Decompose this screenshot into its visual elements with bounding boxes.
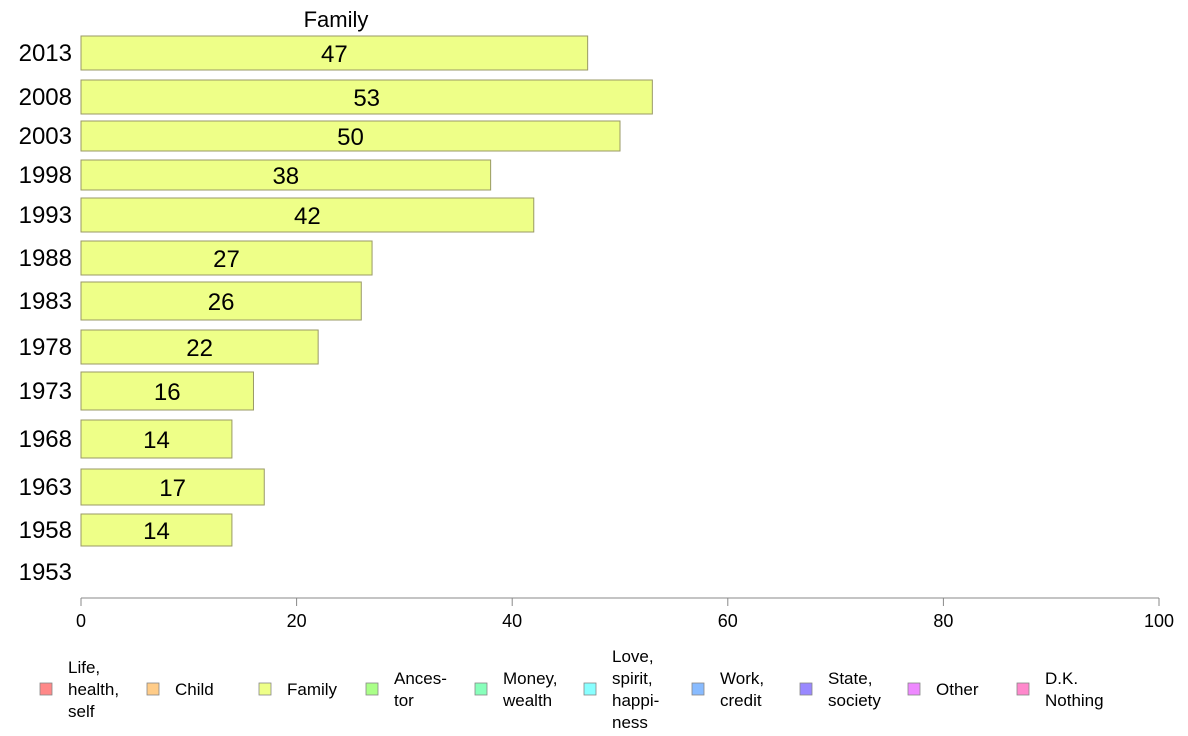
bar-value-label: 38 — [272, 163, 299, 190]
x-axis: 0 20 40 60 80 100 — [76, 597, 1174, 631]
legend-label-line: Work, — [720, 669, 764, 688]
bar — [80, 197, 535, 233]
y-tick-label: 1968 — [19, 426, 72, 453]
y-tick-label: 1988 — [19, 245, 72, 272]
legend-swatch — [799, 682, 813, 696]
bar — [80, 513, 233, 547]
legend-label: Family — [287, 680, 338, 699]
y-tick-label: 1958 — [19, 517, 72, 544]
legend-label: D.K. Nothing — [1045, 669, 1104, 710]
legend-label: Love, spirit, happi-ness — [612, 647, 659, 732]
legend-label-line: Love, — [612, 647, 654, 666]
y-tick-label: 2003 — [19, 123, 72, 150]
x-tick-label: 100 — [1144, 611, 1174, 631]
bar — [80, 419, 233, 459]
legend-label-line: Child — [175, 680, 214, 699]
bar-value-label: 22 — [186, 335, 213, 362]
legend-swatch — [691, 682, 705, 696]
legend-swatch — [907, 682, 921, 696]
legend-label-line: self — [68, 702, 95, 721]
x-tick-label: 20 — [287, 611, 307, 631]
legend-label-line: health, — [68, 680, 119, 699]
bar — [80, 120, 621, 152]
legend-label-line: spirit, — [612, 669, 653, 688]
legend-label-line: State, — [828, 669, 872, 688]
bar — [80, 468, 265, 506]
x-tick-label: 0 — [76, 611, 86, 631]
legend-label: Money, wealth — [502, 669, 558, 710]
legend-label: Child — [175, 680, 214, 699]
y-tick-label: 1963 — [19, 474, 72, 501]
legend-label-line: Money, — [503, 669, 558, 688]
y-tick-label: 1953 — [19, 559, 72, 586]
y-tick-label: 2008 — [19, 84, 72, 111]
bar-value-label: 50 — [337, 124, 364, 151]
legend-swatch — [258, 682, 272, 696]
y-axis: 2013 2008 2003 1998 1993 1988 1983 1978 1973 1968… — [19, 40, 72, 586]
y-tick-label: 1998 — [19, 162, 72, 189]
bar-value-label: 16 — [154, 379, 181, 406]
legend-label-line: society — [828, 691, 881, 710]
bar-value-label: 53 — [353, 85, 380, 112]
legend-swatch — [1016, 682, 1030, 696]
bar-value-label: 14 — [143, 427, 170, 454]
bar-value-label: 27 — [213, 246, 240, 273]
bar-value-label: 26 — [208, 289, 235, 316]
bar — [80, 35, 589, 71]
bar — [80, 240, 373, 276]
legend-label-line: credit — [720, 691, 762, 710]
legend-swatch — [474, 682, 488, 696]
legend-label-line: Life, — [68, 658, 100, 677]
legend-label-line: Other — [936, 680, 979, 699]
y-tick-label: 2013 — [19, 40, 72, 67]
bar — [80, 329, 319, 365]
y-tick-label: 1978 — [19, 334, 72, 361]
bar-value-label: 14 — [143, 518, 170, 545]
legend-swatch — [583, 682, 597, 696]
bar-value-label: 17 — [159, 475, 186, 502]
legend-label-line: Family — [287, 680, 338, 699]
x-tick-label: 60 — [718, 611, 738, 631]
x-tick-label: 80 — [933, 611, 953, 631]
bar — [80, 79, 653, 115]
legend-label: Other — [936, 680, 979, 699]
y-tick-label: 1993 — [19, 202, 72, 229]
legend-label: State, society — [828, 669, 881, 710]
legend-label-line: D.K. — [1045, 669, 1078, 688]
y-tick-label: 1973 — [19, 378, 72, 405]
legend-label-line: tor — [394, 691, 414, 710]
bar — [80, 159, 492, 191]
x-tick-label: 40 — [502, 611, 522, 631]
legend-label-line: wealth — [502, 691, 552, 710]
legend-label-line: Ances- — [394, 669, 447, 688]
legend-swatch — [365, 682, 379, 696]
legend-label: Ances-tor — [394, 669, 447, 710]
bar-value-label: 42 — [294, 203, 321, 230]
legend-swatch — [39, 682, 53, 696]
bar — [80, 281, 362, 321]
legend-label-line: happi- — [612, 691, 659, 710]
legend: Life, health, self Child Family Ances-tor Mone… — [39, 647, 1104, 732]
legend-label-line: ness — [612, 713, 648, 732]
legend-label: Work, credit — [720, 669, 764, 710]
y-tick-label: 1983 — [19, 288, 72, 315]
legend-label: Life, health, self — [68, 658, 119, 721]
legend-swatch — [146, 682, 160, 696]
legend-label-line: Nothing — [1045, 691, 1104, 710]
chart-title: Family — [304, 7, 369, 32]
bar — [80, 371, 254, 411]
bar-value-label: 47 — [321, 41, 348, 68]
